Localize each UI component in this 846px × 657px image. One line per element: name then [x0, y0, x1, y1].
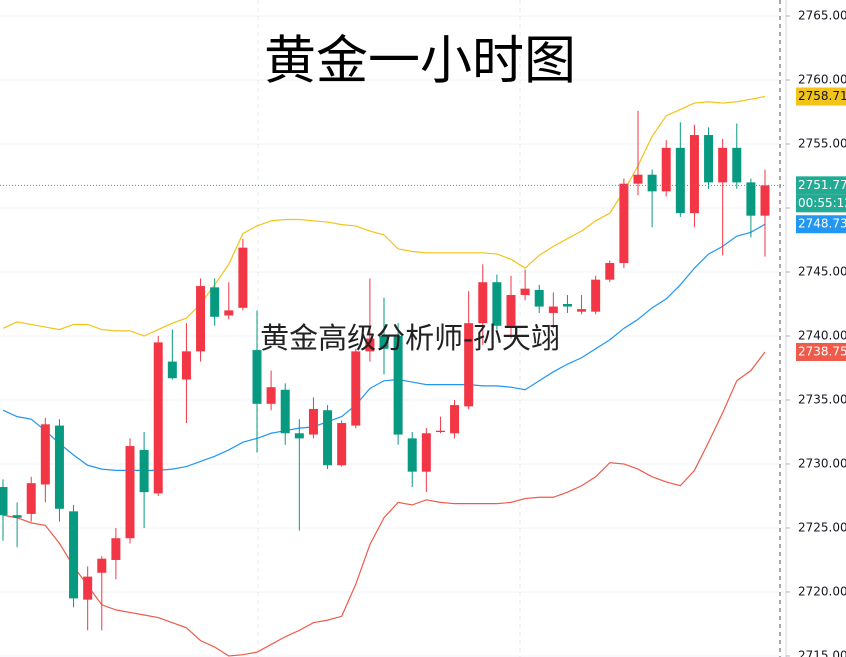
candle-body: [647, 174, 657, 192]
candle-body: [562, 303, 572, 307]
last-price-label: 2751.77: [798, 178, 846, 192]
candle-body: [379, 335, 389, 349]
candle-body: [577, 309, 587, 312]
candle-body: [252, 350, 262, 404]
band-price-label: 2758.71: [798, 89, 846, 103]
candle-body: [450, 405, 460, 434]
chart-title: 黄金一小时图: [264, 32, 576, 92]
candle-body: [351, 351, 361, 426]
candle-body: [337, 423, 347, 466]
candle-body: [478, 282, 488, 324]
candle-body: [689, 135, 699, 214]
y-tick-label: 2735.00: [798, 392, 846, 406]
last-price-label-box: [796, 176, 846, 195]
y-tick-label: 2755.00: [798, 136, 846, 150]
price-axis: 2715.00 2720.00 2725.00 2730.00 2735.00 2740.…: [785, 0, 846, 657]
y-tick-label: 2760.00: [798, 72, 846, 86]
candle-body: [548, 306, 558, 313]
countdown-label: 00:55:12: [798, 196, 846, 210]
countdown-box: [796, 194, 846, 213]
candle-body: [746, 182, 756, 216]
candle-body: [40, 424, 50, 485]
candle-body: [605, 263, 615, 280]
band-line: [2, 351, 766, 657]
candle-body: [435, 430, 445, 432]
axis-background: [786, 0, 846, 657]
candle-body: [760, 185, 770, 216]
candle-body: [421, 433, 431, 472]
candle-body: [125, 446, 135, 539]
candle-body: [323, 410, 333, 466]
candle-body: [619, 183, 629, 264]
candle-body: [506, 295, 516, 326]
band-price-label: 2738.75: [798, 344, 846, 358]
candle-body: [196, 286, 206, 352]
candle-body: [12, 515, 22, 518]
y-tick-label: 2745.00: [798, 264, 846, 278]
plot: [0, 95, 786, 657]
candle-body: [520, 288, 530, 296]
y-tick-label: 2730.00: [798, 456, 846, 470]
y-tick-label: 2740.00: [798, 328, 846, 342]
candle-body: [238, 247, 248, 308]
candle-body: [407, 438, 417, 472]
candle-body: [464, 323, 474, 407]
band-price-label: 2748.73: [798, 217, 846, 231]
candle-body: [153, 342, 163, 494]
y-tick-label: 2725.00: [798, 520, 846, 534]
band-price-label-box: [796, 87, 846, 106]
candle-body: [139, 449, 149, 493]
band-price-label-box: [796, 215, 846, 234]
y-tick-label: 2765.00: [798, 8, 846, 22]
candle-body: [181, 351, 191, 380]
candle-body: [591, 279, 601, 312]
candle-body: [280, 389, 290, 434]
candle-body: [308, 408, 318, 435]
candle-body: [0, 487, 8, 516]
band-price-label-box: [796, 342, 846, 361]
candle-body: [97, 558, 107, 573]
candle-body: [718, 147, 728, 183]
candle-body: [210, 287, 220, 317]
candle-body: [83, 576, 93, 600]
candle-body: [492, 282, 502, 326]
candle-body: [633, 174, 643, 184]
candle-body: [393, 335, 403, 435]
candle-body: [661, 147, 671, 192]
y-tick-label: 2720.00: [798, 584, 846, 598]
candle-body: [224, 310, 234, 316]
candle-body: [266, 387, 276, 404]
candle-body: [534, 289, 544, 307]
watermark: 黄金高级分析师-孙天翊: [260, 321, 560, 355]
candle-body: [167, 361, 177, 379]
candle-body: [294, 433, 304, 439]
candle-body: [704, 135, 714, 183]
candle-body: [54, 425, 64, 509]
candle-body: [111, 538, 121, 560]
candle-body: [69, 511, 79, 599]
candle-body: [732, 147, 742, 183]
candle-body: [675, 147, 685, 214]
y-tick-label: 2715.00: [798, 648, 846, 657]
candle-body: [26, 483, 36, 514]
candle-body: [365, 338, 375, 352]
